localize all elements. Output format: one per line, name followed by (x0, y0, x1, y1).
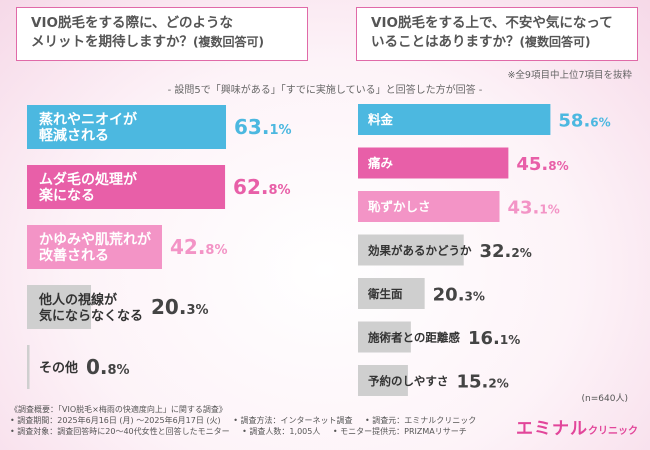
right-category-label-0: 料金 (368, 112, 394, 127)
left-bar-2 (27, 225, 162, 269)
left-value-label-1: 62.8% (233, 175, 291, 199)
left-bar-0 (27, 105, 227, 149)
eminal-clinic-logo: エミナルクリニック (516, 414, 638, 439)
left-category-label-2: 改善される (39, 247, 109, 264)
right-value-label-6: 15.2% (457, 372, 509, 393)
left-chart-title: VIO脱毛をする際に、どのような メリットを期待しますか？(複数回答可) (16, 7, 308, 61)
right-category-label-4: 衛生面 (367, 287, 403, 301)
left-bar-3 (27, 285, 92, 329)
left-category-label-0: 軽減される (39, 127, 109, 144)
left-value-label-0: 63.1% (234, 115, 292, 139)
footer-title: 《調査概要：「VIO脱毛×梅雨の快適度向上」に関する調査》 (10, 405, 227, 414)
footer-client: • 調査元：エミナルクリニック (365, 416, 477, 425)
logo-sub: クリニック (588, 426, 638, 437)
right-value-label-3: 32.2% (480, 241, 532, 262)
right-bar-0 (358, 104, 551, 135)
right-category-label-1: 痛み (367, 156, 394, 171)
sample-size-note: (n=640人) (581, 394, 628, 404)
left-bar-1 (27, 165, 226, 209)
right-bar-2 (358, 191, 500, 222)
right-bar-6 (358, 365, 408, 396)
right-value-label-1: 45.8% (516, 154, 568, 175)
extraction-note: ※全9項目中上位7項目を抜粋 (507, 70, 632, 81)
respondent-subtitle: - 設問5で「興味がある」「すでに実施している」と回答した方が回答 - (167, 85, 483, 96)
right-value-label-0: 58.6% (558, 111, 610, 132)
right-bar-5 (358, 321, 411, 353)
logo-main: エミナル (516, 419, 588, 439)
right-category-label-6: 予約のしやすさ (368, 374, 448, 388)
right-category-label-3: 効果があるかどうか (368, 244, 472, 258)
left-value-label-2: 42.8% (170, 235, 228, 259)
left-category-label-0: 蒸れやニオイが (39, 111, 138, 128)
right-bar-3 (358, 234, 464, 266)
left-title-line2: メリットを期待しますか？ (31, 34, 193, 50)
footer-period: • 調査期間：2025年6月16日 (月) ～2025年6月17日 (火) (10, 416, 221, 425)
right-category-label-2: 恥ずかしさ (368, 199, 431, 214)
right-value-label-5: 16.1% (468, 328, 520, 349)
survey-footer: 《調査概要：「VIO脱毛×梅雨の快適度向上」に関する調査》 • 調査期間：202… (10, 404, 486, 437)
right-value-label-4: 20.3% (433, 285, 485, 306)
left-category-label-2: かゆみや肌荒れが (39, 231, 152, 248)
left-value-label-4: 0.8% (86, 355, 130, 379)
right-title-suffix: (複数回答可) (519, 35, 591, 49)
footer-provider: • モニター提供元：PRIZMAリサーチ (332, 427, 467, 436)
left-category-label-4: その他 (39, 360, 78, 376)
right-category-label-5: 施術者との距離感 (368, 331, 460, 345)
left-bar-4 (27, 345, 30, 389)
left-category-label-1: ムダ毛の処理が (39, 171, 138, 188)
right-value-label-2: 43.1% (508, 198, 560, 219)
left-category-label-1: 楽になる (38, 187, 95, 204)
left-value-label-3: 20.3% (151, 295, 209, 319)
left-title-suffix: (複数回答可) (193, 35, 264, 49)
left-title-line1: VIO脱毛をする際に、どのような (31, 15, 234, 31)
right-title-line1: VIO脱毛をする上で、不安や気になって (371, 15, 613, 31)
right-bar-4 (358, 278, 425, 309)
footer-method: • 調査方法：インターネット調査 (233, 416, 353, 425)
left-category-label-3: 気にならなくなる (39, 308, 143, 324)
right-title-line2: いることはありますか？ (371, 34, 520, 50)
footer-count: • 調査人数：1,005人 (242, 427, 321, 436)
left-category-label-3: 他人の視線が (38, 292, 117, 308)
right-bar-1 (358, 147, 509, 179)
footer-target: • 調査対象：調査回答時に20～40代女性と回答したモニター (10, 427, 230, 436)
right-chart-title: VIO脱毛をする上で、不安や気になって いることはありますか？(複数回答可) (356, 7, 638, 61)
